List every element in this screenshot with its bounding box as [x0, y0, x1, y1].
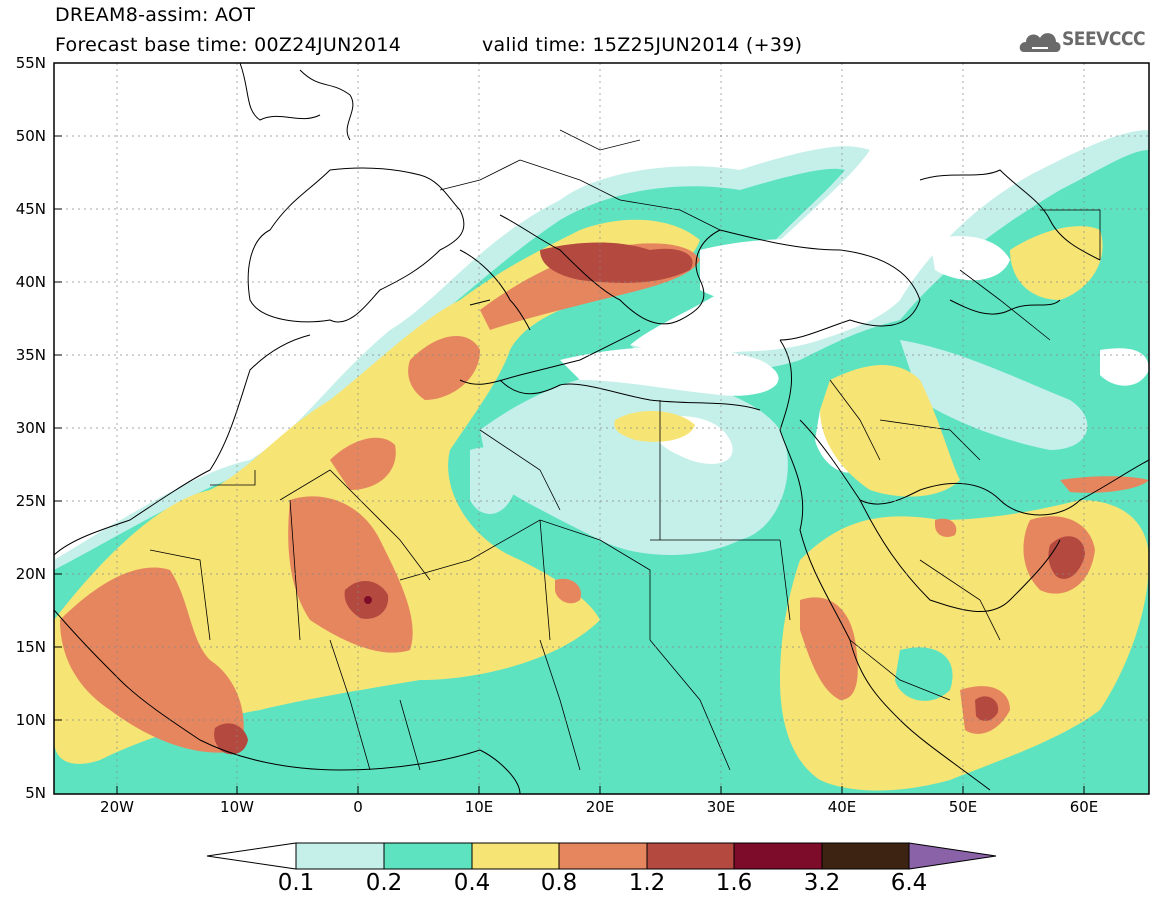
axis-ticks [54, 135, 1085, 794]
logo-text: SEEVCCC [1062, 28, 1146, 50]
lon-label-50e: 50E [948, 798, 978, 816]
colorbar-label-1.2: 1.2 [628, 870, 666, 896]
lat-label-50n: 50N [15, 127, 46, 145]
lon-label-60e: 60E [1069, 798, 1099, 816]
map-frame [53, 62, 1150, 795]
lat-label-40n: 40N [15, 273, 46, 291]
colorbar-label-0.1: 0.1 [277, 870, 315, 896]
lat-label-5n: 5N [25, 784, 46, 802]
colorbar-label-3.2: 3.2 [803, 870, 841, 896]
lon-label-20e: 20E [585, 798, 615, 816]
lat-label-55n: 55N [15, 54, 46, 72]
lon-label-20w: 20W [100, 798, 134, 816]
cloud-icon [1019, 33, 1061, 52]
map-title: DREAM8-assim: AOT [55, 4, 256, 26]
colorbar-label-0.2: 0.2 [365, 870, 403, 896]
aot-very-high-field [214, 242, 1085, 755]
aot-extreme-field [364, 596, 372, 604]
lat-label-10n: 10N [15, 711, 46, 729]
aot-very-low-patches [470, 340, 1088, 555]
lon-label-10e: 10E [464, 798, 494, 816]
graticule [54, 63, 1149, 794]
aot-high-field [60, 243, 1149, 753]
lon-label-40e: 40E [827, 798, 857, 816]
aot-low-patches [420, 629, 1080, 794]
lat-label-25n: 25N [15, 492, 46, 510]
lat-label-15n: 15N [15, 638, 46, 656]
lon-label-0: 0 [353, 798, 363, 816]
valid-time: valid time: 15Z25JUN2014 (+39) [482, 34, 803, 56]
lon-label-30e: 30E [706, 798, 736, 816]
forecast-base-time: Forecast base time: 00Z24JUN2014 [55, 34, 402, 56]
lon-label-10w: 10W [220, 798, 254, 816]
coastlines [54, 63, 1149, 794]
lat-label-20n: 20N [15, 565, 46, 583]
country-borders [149, 129, 1101, 771]
colorbar-label-1.6: 1.6 [715, 870, 753, 896]
colorbar-label-6.4: 6.4 [890, 870, 928, 896]
lat-label-35n: 35N [15, 346, 46, 364]
lat-label-45n: 45N [15, 200, 46, 218]
colorbar-label-0.4: 0.4 [453, 870, 491, 896]
colorbar-label-0.8: 0.8 [540, 870, 578, 896]
lat-label-30n: 30N [15, 419, 46, 437]
